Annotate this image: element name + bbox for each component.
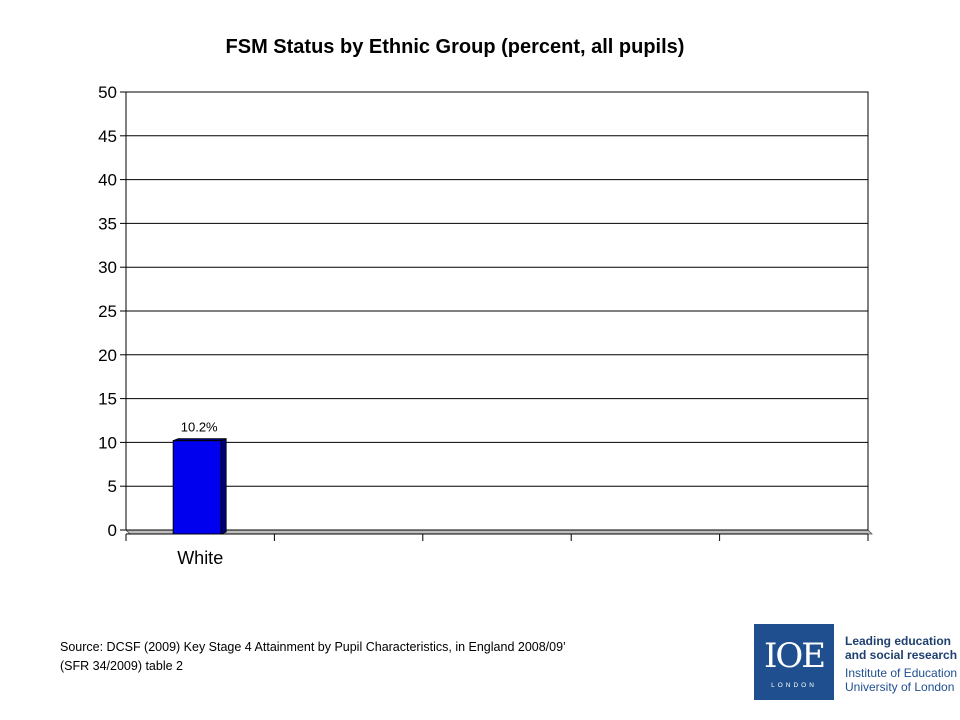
logo-line-3: Institute of Education (845, 666, 958, 680)
y-tick-label: 30 (98, 258, 117, 277)
logo-text: Leading education and social research In… (845, 634, 958, 694)
x-category-label: White (177, 548, 223, 568)
y-tick-label: 15 (98, 390, 117, 409)
y-tick-label: 5 (108, 477, 117, 496)
y-tick-label: 10 (98, 433, 117, 452)
y-tick-label: 50 (98, 83, 117, 102)
ioe-logo: IOE LONDON Leading education and social … (754, 624, 958, 700)
logo-mark: IOE (763, 636, 826, 676)
y-tick-label: 25 (98, 302, 117, 321)
logo-line-1: Leading education (845, 634, 952, 648)
data-label: 10.2% (181, 420, 218, 435)
logo-line-2: and social research (845, 648, 958, 662)
bar-side (220, 438, 227, 535)
source-note: Source: DCSF (2009) Key Stage 4 Attainme… (60, 638, 700, 676)
logo-box: IOE LONDON (754, 624, 834, 700)
chart-floor (125, 529, 873, 535)
chart-title: FSM Status by Ethnic Group (percent, all… (225, 36, 685, 58)
chart-plot: 0 5 10 15 20 25 30 35 40 45 50 10.2% White (98, 83, 873, 568)
source-line-2: (SFR 34/2009) table 2 (60, 659, 183, 673)
logo-subtext: LONDON (771, 682, 817, 689)
y-tick-label: 20 (98, 346, 117, 365)
plot-border (125, 91, 869, 531)
bar-white (172, 440, 222, 535)
y-tick-label: 0 (108, 521, 117, 540)
logo-line-4: University of London (845, 680, 955, 694)
source-line-1: Source: DCSF (2009) Key Stage 4 Attainme… (60, 640, 566, 654)
y-tick-label: 45 (98, 127, 117, 146)
y-tick-label: 40 (98, 171, 117, 190)
y-tick-label: 35 (98, 214, 117, 233)
